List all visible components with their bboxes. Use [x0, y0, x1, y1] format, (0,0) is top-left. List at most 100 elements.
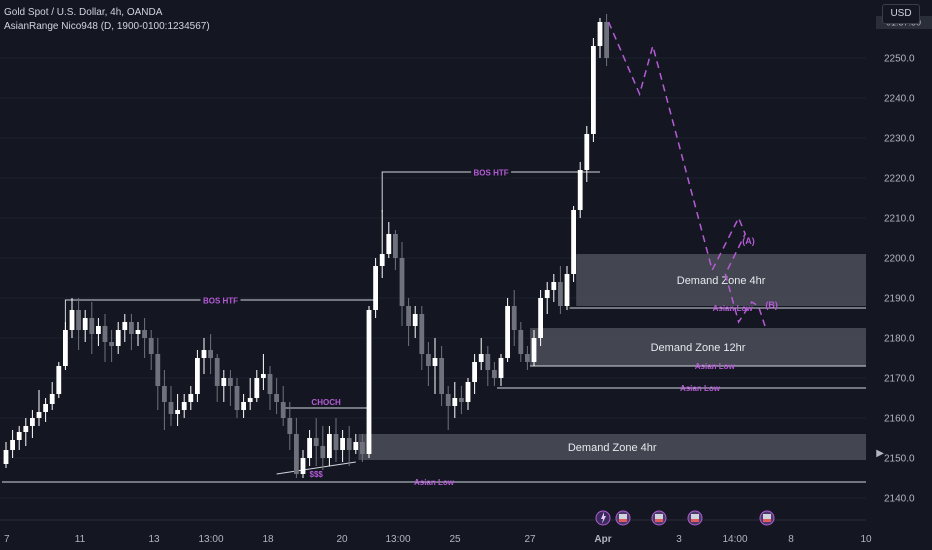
- candle: [307, 438, 312, 458]
- candle: [406, 306, 411, 326]
- price-axis-bg: [866, 0, 932, 550]
- wave-label-a: (A): [742, 236, 755, 246]
- candle: [89, 318, 95, 334]
- candle: [419, 314, 425, 354]
- price-tick: 2180.0: [884, 334, 915, 345]
- candle: [399, 258, 405, 306]
- candle: [432, 358, 438, 366]
- candle: [452, 398, 458, 406]
- candle: [511, 306, 517, 330]
- asian-low-label: Asian Low: [680, 384, 721, 393]
- candle: [10, 440, 15, 450]
- time-tick: 13: [148, 534, 160, 545]
- price-axis[interactable]: 2140.0 2150.0 2160.0 2170.0 2180.0 2190.0 2200…: [866, 0, 932, 550]
- candle: [63, 330, 68, 366]
- projection-line: [607, 21, 766, 327]
- time-tick: Apr: [594, 534, 611, 545]
- currency-button[interactable]: USD: [882, 4, 920, 24]
- event-icons[interactable]: [595, 510, 775, 526]
- candle: [558, 282, 563, 306]
- price-tick: 2250.0: [884, 54, 915, 65]
- candle: [518, 330, 524, 354]
- candle: [82, 318, 88, 330]
- symbol-title: Gold Spot / U.S. Dollar, 4h, OANDA: [4, 7, 163, 18]
- time-axis[interactable]: 7 11 13 13:00 18 20 13:00 25 27 Apr 3 14:00 8 10: [0, 519, 932, 550]
- candle: [294, 434, 299, 474]
- candle: [69, 310, 75, 330]
- candle: [175, 410, 180, 414]
- candle: [208, 350, 213, 358]
- asian-low-label: Asian Low: [713, 304, 754, 313]
- price-tick: 2170.0: [884, 374, 915, 385]
- price-tick: 2230.0: [884, 134, 915, 145]
- time-tick: 18: [262, 534, 274, 545]
- time-tick: 3: [676, 534, 682, 545]
- candle: [538, 298, 543, 338]
- chart-legend: Gold Spot / U.S. Dollar, 4h, OANDA Asian…: [4, 6, 210, 34]
- candle: [96, 326, 101, 334]
- time-tick: 20: [336, 534, 348, 545]
- candle: [591, 46, 596, 134]
- indicator-label: AsianRange Nico948 (D, 1900-0100:1234567…: [4, 21, 210, 32]
- candle: [76, 310, 81, 330]
- candle: [162, 386, 167, 402]
- candle: [597, 22, 603, 46]
- candle: [201, 350, 207, 358]
- price-tick: 2140.0: [884, 494, 915, 505]
- candle: [287, 418, 293, 434]
- price-tick: 2160.0: [884, 414, 915, 425]
- candle: [129, 322, 134, 334]
- candle: [313, 438, 319, 446]
- projection-path: (A) (B): [607, 21, 778, 327]
- price-tick: 2220.0: [884, 174, 915, 185]
- price-tick: 2210.0: [884, 214, 915, 225]
- demand-zone: [530, 328, 866, 366]
- candle: [56, 366, 62, 394]
- time-tick: 13:00: [385, 534, 410, 545]
- candle: [353, 442, 359, 450]
- candle: [505, 306, 510, 358]
- candle: [241, 402, 246, 410]
- bos-label: BOS HTF: [203, 297, 238, 306]
- scroll-right-icon[interactable]: ▶: [876, 448, 884, 459]
- candle: [267, 374, 273, 394]
- candle: [274, 394, 279, 402]
- candle: [577, 170, 583, 210]
- time-tick: 7: [4, 534, 10, 545]
- candle: [155, 354, 161, 386]
- candle: [498, 358, 504, 378]
- candle: [445, 394, 451, 406]
- time-tick: 10: [860, 534, 872, 545]
- candle: [478, 354, 484, 362]
- candle: [366, 310, 372, 454]
- bos-label-bg: [471, 166, 512, 178]
- candle: [346, 438, 352, 450]
- candle: [439, 358, 444, 394]
- candle: [571, 210, 576, 274]
- candle: [122, 322, 128, 330]
- sweep-line: [276, 461, 356, 475]
- candle: [320, 446, 326, 458]
- candle: [373, 266, 378, 310]
- lightning-icon: [595, 510, 611, 526]
- price-tick: 2240.0: [884, 94, 915, 105]
- time-tick: 25: [449, 534, 461, 545]
- candle: [485, 354, 491, 370]
- candle: [492, 370, 497, 378]
- candle: [412, 314, 418, 326]
- candle: [531, 338, 537, 362]
- flag-icon: [687, 510, 703, 526]
- bos-line: [381, 171, 600, 212]
- candle: [280, 402, 286, 418]
- price-tick: 2190.0: [884, 294, 915, 305]
- demand-zone-label: Demand Zone 12hr: [651, 342, 746, 354]
- candle: [221, 378, 227, 386]
- candle: [472, 362, 477, 382]
- candle: [148, 338, 154, 354]
- candle: [115, 330, 121, 346]
- candle: [459, 398, 464, 402]
- candle: [525, 354, 530, 362]
- choch-label: CHOCH: [311, 398, 341, 407]
- candle: [36, 412, 42, 418]
